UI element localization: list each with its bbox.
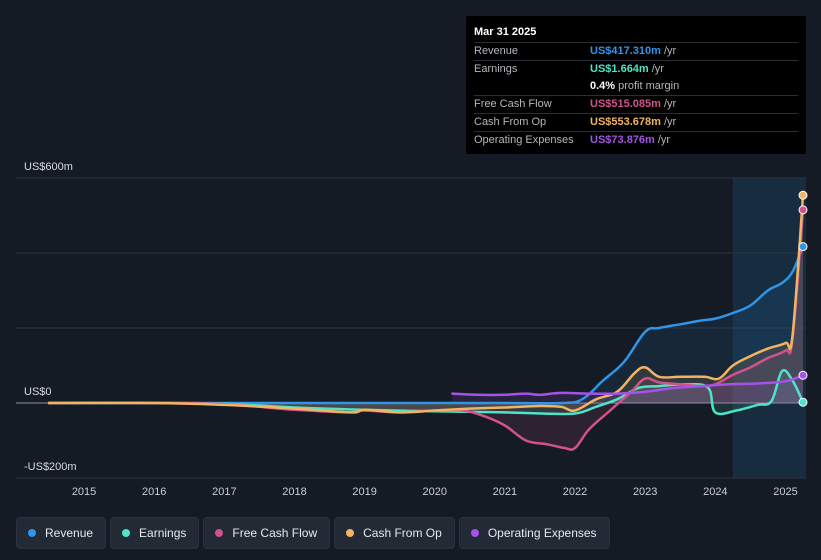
x-axis-labels: 2015 2016 2017 2018 2019 2020 2021 2022 2023 2024… (72, 486, 798, 498)
area-operating-expenses (452, 375, 803, 403)
dot-icon (346, 529, 355, 537)
tooltip-unit: profit margin (618, 80, 680, 92)
series-end-markers (798, 190, 808, 407)
line-revenue (47, 245, 805, 405)
x-tick-label: 2023 (633, 486, 657, 498)
tooltip-unit: /yr (663, 116, 677, 128)
tooltip-label: Free Cash Flow (474, 98, 552, 110)
legend-item-cash-from-op[interactable]: Cash From Op (334, 517, 455, 549)
tooltip-date: Mar 31 2025 (474, 26, 537, 38)
tooltip-value: 0.4% (590, 80, 616, 92)
dot-icon (122, 529, 131, 537)
tooltip-value: US$515.085m (590, 98, 661, 110)
end-marker-revenue (798, 242, 808, 252)
end-marker-earnings (798, 397, 808, 407)
x-tick-label: 2025 (773, 486, 797, 498)
legend-label: Cash From Op (363, 526, 442, 540)
legend: Revenue Earnings Free Cash Flow Cash Fro… (16, 517, 614, 549)
legend-label: Earnings (139, 526, 187, 540)
dot-icon (28, 529, 36, 537)
tooltip-value: US$417.310m (590, 45, 661, 57)
tooltip-row-opex: Operating Expenses US$73.876m /yr (474, 131, 798, 149)
x-tick-label: 2021 (493, 486, 517, 498)
legend-label: Operating Expenses (487, 526, 597, 540)
end-marker-operating-expenses (798, 370, 808, 380)
tooltip-label: Operating Expenses (474, 134, 574, 146)
x-tick-label: 2024 (703, 486, 727, 498)
x-tick-label: 2022 (563, 486, 587, 498)
tooltip-value: US$553.678m (590, 116, 661, 128)
tooltip-label: Cash From Op (474, 116, 547, 128)
legend-item-operating-expenses[interactable]: Operating Expenses (458, 517, 610, 549)
tooltip-label (474, 78, 590, 95)
tooltip-unit: /yr (657, 134, 671, 146)
x-tick-label: 2017 (212, 486, 236, 498)
y-label-top: US$600m (24, 161, 73, 173)
tooltip-value: US$1.664m (590, 63, 649, 75)
y-label-zero: US$0 (24, 386, 52, 398)
tooltip-row-revenue: Revenue US$417.310m /yr (474, 42, 798, 60)
end-marker-cash-from-op (798, 190, 808, 200)
x-tick-label: 2020 (423, 486, 447, 498)
y-axis-labels: US$600m US$0 -US$200m (24, 161, 77, 473)
legend-item-free-cash-flow[interactable]: Free Cash Flow (203, 517, 331, 549)
line-operating-expenses (451, 374, 805, 397)
tooltip-row-earnings: Earnings US$1.664m /yr (474, 60, 798, 78)
tooltip-label: Revenue (474, 45, 519, 57)
tooltip-panel: Mar 31 2025 Revenue US$417.310m /yr Earn… (466, 16, 806, 154)
legend-label: Revenue (45, 526, 94, 540)
tooltip-row-cfo: Cash From Op US$553.678m /yr (474, 113, 798, 131)
tooltip-label: Earnings (474, 63, 518, 75)
tooltip-unit: /yr (651, 63, 664, 75)
area-revenue (49, 246, 803, 404)
area-cash-from-op (49, 195, 803, 413)
legend-item-earnings[interactable]: Earnings (110, 517, 200, 549)
series-lines (47, 194, 805, 451)
tooltip-unit: /yr (663, 45, 677, 57)
x-tick-label: 2015 (72, 486, 96, 498)
legend-item-revenue[interactable]: Revenue (16, 517, 107, 549)
y-label-bottom: -US$200m (24, 461, 77, 473)
x-tick-label: 2019 (352, 486, 376, 498)
line-cash-from-op (47, 194, 805, 414)
dot-icon (215, 529, 224, 537)
tooltip-row-fcf: Free Cash Flow US$515.085m /yr (474, 95, 798, 113)
end-marker-free-cash-flow (798, 205, 808, 215)
tooltip-row-margin: 0.4% profit margin (474, 78, 798, 95)
x-tick-label: 2016 (142, 486, 166, 498)
x-tick-label: 2018 (282, 486, 306, 498)
tooltip-unit: /yr (663, 98, 677, 110)
legend-label: Free Cash Flow (232, 526, 318, 540)
dot-icon (470, 529, 479, 537)
tooltip-value: US$73.876m (590, 134, 655, 146)
